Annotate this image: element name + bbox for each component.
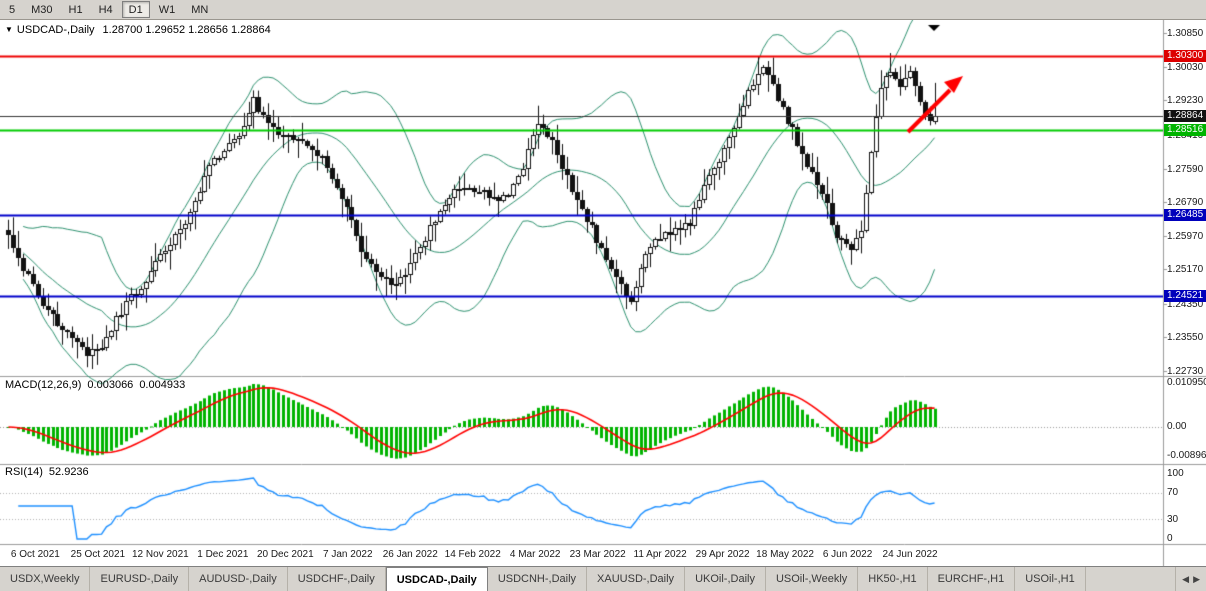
- date-axis-label: 14 Feb 2022: [444, 549, 501, 560]
- chart-tab-audusd-daily[interactable]: AUDUSD-,Daily: [189, 567, 288, 591]
- rsi-axis-label: 0: [1167, 533, 1173, 544]
- date-axis-label: 26 Jan 2022: [382, 549, 438, 560]
- timeframe-button-d1[interactable]: D1: [121, 1, 150, 18]
- macd-label: MACD(12,26,9): [5, 379, 82, 391]
- price-line-badge: 1.26485: [1164, 208, 1206, 221]
- macd-main-value: 0.003066: [87, 379, 134, 391]
- price-axis-label: 1.23550: [1167, 331, 1204, 343]
- chart-tab-ukoil-daily[interactable]: UKOil-,Daily: [685, 567, 766, 591]
- chart-tab-usoil-h1[interactable]: USOil-,H1: [1015, 567, 1086, 591]
- date-axis-label: 4 Mar 2022: [509, 549, 561, 560]
- price-line-badge: 1.28864: [1164, 109, 1206, 122]
- price-axis-label: 1.30030: [1167, 62, 1204, 74]
- rsi-value: 52.9236: [48, 466, 89, 478]
- chart-symbol-label: USDCAD-,Daily: [16, 24, 95, 36]
- rsi-indicator-label: RSI(14) 52.9236: [5, 466, 89, 478]
- tab-scroll-buttons: ◀ ▶: [1175, 567, 1206, 591]
- date-axis-label: 6 Jun 2022: [822, 549, 873, 560]
- rsi-axis-label: 70: [1167, 487, 1179, 498]
- chart-tabstrip: USDX,Weekly EURUSD-,Daily AUDUSD-,Daily USD…: [0, 567, 1175, 591]
- date-axis-label: 1 Dec 2021: [197, 549, 249, 560]
- macd-axis-label: 0.00: [1167, 421, 1187, 432]
- rsi-label: RSI(14): [5, 466, 43, 478]
- price-line-badge: 1.28516: [1164, 124, 1206, 137]
- chart-expand-icon[interactable]: ▼: [5, 25, 13, 34]
- price-axis-label: 1.24350: [1167, 298, 1204, 310]
- timeframe-button-m30[interactable]: M30: [31, 3, 53, 16]
- date-axis-label: 23 Mar 2022: [569, 549, 626, 560]
- chart-tab-usdcad-daily[interactable]: USDCAD-,Daily: [385, 567, 488, 591]
- price-axis-label: 1.27590: [1167, 163, 1204, 175]
- rsi-axis-label: 100: [1167, 468, 1184, 479]
- chart-title: ▼ USDCAD-,Daily 1.28700 1.29652 1.28656 1.…: [5, 24, 271, 36]
- chart-ohlc-values: 1.28700 1.29652 1.28656 1.28864: [102, 24, 271, 36]
- date-axis-label: 12 Nov 2021: [131, 549, 189, 560]
- price-axis-label: 1.26790: [1167, 197, 1204, 208]
- chart-tab-eurusd-daily[interactable]: EURUSD-,Daily: [90, 567, 190, 591]
- tab-scroll-left-button[interactable]: ◀: [1182, 573, 1190, 584]
- chart-panel: ▼ USDCAD-,Daily 1.28700 1.29652 1.28656 1.…: [0, 20, 1206, 566]
- timeframe-button-5[interactable]: 5: [9, 3, 16, 16]
- price-line-badge: 1.24521: [1164, 290, 1206, 303]
- tab-scroll-right-button[interactable]: ▶: [1193, 573, 1200, 584]
- date-axis-label: 6 Oct 2021: [10, 549, 60, 560]
- timeframe-toolbar: 5 M30 H1 H4 D1 W1 MN: [0, 0, 1206, 20]
- rsi-axis-label: 30: [1167, 514, 1179, 525]
- date-axis-label: 29 Apr 2022: [695, 549, 750, 560]
- date-axis-label: 24 Jun 2022: [882, 549, 938, 560]
- price-axis-label: 1.22730: [1167, 366, 1204, 377]
- chart-tab-usdchf-daily[interactable]: USDCHF-,Daily: [288, 567, 386, 591]
- date-axis-label: 7 Jan 2022: [323, 549, 373, 560]
- date-axis-label: 18 May 2022: [756, 549, 815, 560]
- price-line-badge: 1.30300: [1164, 49, 1206, 62]
- price-axis-label: 1.30850: [1167, 28, 1204, 39]
- chart-tabbar: USDX,Weekly EURUSD-,Daily AUDUSD-,Daily USD…: [0, 566, 1206, 591]
- timeframe-button-w1[interactable]: W1: [158, 3, 176, 16]
- price-axis-label: 1.25970: [1167, 231, 1204, 243]
- chart-tab-xauusd-daily[interactable]: XAUUSD-,Daily: [587, 567, 686, 591]
- timeframe-button-h4[interactable]: H4: [98, 3, 113, 16]
- date-axis-label: 11 Apr 2022: [633, 549, 687, 560]
- price-axis-label: 1.25170: [1167, 264, 1204, 276]
- chart-tab-eurchf-h1[interactable]: EURCHF-,H1: [928, 567, 1016, 591]
- price-chart-canvas[interactable]: [0, 20, 1206, 566]
- chart-tab-hk50-h1[interactable]: HK50-,H1: [858, 567, 928, 591]
- chart-tab-usdx-weekly[interactable]: USDX,Weekly: [0, 567, 91, 591]
- date-axis-label: 25 Oct 2021: [70, 549, 126, 560]
- macd-axis-label: 0.010950: [1167, 377, 1206, 388]
- macd-indicator-label: MACD(12,26,9) 0.003066 0.004933: [5, 379, 185, 391]
- price-axis-label: 1.29230: [1167, 95, 1204, 107]
- timeframe-button-h1[interactable]: H1: [68, 3, 83, 16]
- macd-axis-label: -0.008960: [1167, 450, 1206, 461]
- macd-signal-value: 0.004933: [139, 379, 186, 391]
- date-axis-label: 20 Dec 2021: [256, 549, 314, 560]
- chart-tab-usoil-weekly[interactable]: USOil-,Weekly: [766, 567, 859, 591]
- timeframe-button-mn[interactable]: MN: [191, 3, 209, 16]
- chart-tab-usdcnh-daily[interactable]: USDCNH-,Daily: [488, 567, 588, 591]
